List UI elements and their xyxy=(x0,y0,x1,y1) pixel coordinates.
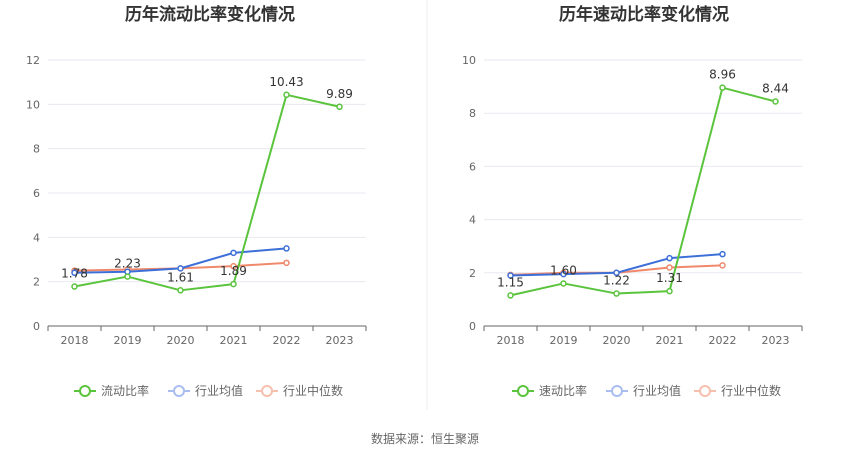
x-tick-label: 2023 xyxy=(326,334,354,347)
legend-label: 速动比率 xyxy=(539,383,587,398)
x-tick-label: 2021 xyxy=(656,334,684,347)
series-point[interactable] xyxy=(283,245,290,252)
chart-title: 历年流动比率变化情况 xyxy=(125,4,295,25)
series-point[interactable] xyxy=(719,84,726,91)
chart-panel-1: 历年流动比率变化情况 0 2 4 6 8 10 12 2018 2019 2020 2021 2022 2… xyxy=(26,4,367,398)
source-label: 数据来源：恒生聚源 xyxy=(371,431,479,446)
series-point[interactable] xyxy=(666,264,673,271)
x-tick-label: 2019 xyxy=(550,334,578,347)
data-label: 8.44 xyxy=(762,81,789,95)
y-tick-label: 8 xyxy=(33,143,40,156)
x-tick-label: 2020 xyxy=(167,334,195,347)
y-tick-label: 0 xyxy=(33,320,40,333)
series-point[interactable] xyxy=(283,91,290,99)
series-point[interactable] xyxy=(124,273,131,280)
y-tick-label: 2 xyxy=(469,267,476,280)
legend-swatch-marker xyxy=(79,385,91,397)
data-label: 1.60 xyxy=(550,263,577,277)
series-point[interactable] xyxy=(719,262,726,269)
series-point[interactable] xyxy=(283,259,290,267)
x-tick-label: 2022 xyxy=(273,334,301,347)
legend-item-1[interactable]: 速动比率 xyxy=(512,383,587,398)
data-label: 1.89 xyxy=(220,264,247,278)
legend-item-3[interactable]: 行业中位数 xyxy=(694,383,781,398)
data-label: 8.96 xyxy=(709,68,736,82)
series-point[interactable] xyxy=(666,254,673,262)
series-point[interactable] xyxy=(230,262,237,270)
x-tick-label: 2022 xyxy=(709,334,737,347)
series-point[interactable] xyxy=(772,98,779,105)
legend-item-2[interactable]: 行业均值 xyxy=(606,383,681,398)
y-tick-label: 0 xyxy=(469,320,476,333)
series-point[interactable] xyxy=(507,292,514,299)
data-label: 10.43 xyxy=(269,75,303,89)
x-tick-label: 2019 xyxy=(114,334,142,347)
data-label: 2.23 xyxy=(114,257,141,271)
series-line-1 xyxy=(510,86,776,297)
y-tick-label: 10 xyxy=(26,98,40,111)
legend-item-2[interactable]: 行业均值 xyxy=(168,383,243,398)
x-tick-label: 2018 xyxy=(497,334,525,347)
series-point[interactable] xyxy=(507,272,514,279)
series-point[interactable] xyxy=(613,290,620,297)
series-point[interactable] xyxy=(560,270,567,278)
series-point[interactable] xyxy=(177,287,184,294)
data-label: 1.22 xyxy=(603,274,630,288)
x-tick-label: 2021 xyxy=(220,334,248,347)
y-tick-label: 10 xyxy=(462,54,476,67)
series-point[interactable] xyxy=(560,280,567,287)
legend-swatch-marker xyxy=(173,385,185,397)
chart-panel-2: 历年速动比率变化情况 0 2 4 6 8 10 2018 2019 2020 2021 2022 202… xyxy=(462,4,803,398)
y-tick-label: 4 xyxy=(33,231,40,244)
y-tick-label: 6 xyxy=(33,187,40,200)
x-tick-label: 2023 xyxy=(762,334,790,347)
series-point[interactable] xyxy=(666,287,673,295)
legend-swatch-marker xyxy=(261,385,273,397)
series-point[interactable] xyxy=(336,103,343,111)
legend-label: 行业中位数 xyxy=(283,383,343,398)
y-tick-label: 8 xyxy=(469,107,476,120)
x-tick-label: 2018 xyxy=(61,334,89,347)
chart-title: 历年速动比率变化情况 xyxy=(559,4,729,25)
legend-swatch-marker xyxy=(517,385,529,397)
series-point[interactable] xyxy=(71,269,78,277)
data-label: 1.15 xyxy=(497,275,524,289)
legend-swatch-marker xyxy=(611,385,623,397)
legend-item-3[interactable]: 行业中位数 xyxy=(256,383,343,398)
data-label: 1.61 xyxy=(167,270,194,284)
series-point[interactable] xyxy=(177,265,184,272)
y-tick-label: 6 xyxy=(469,160,476,173)
y-tick-label: 4 xyxy=(469,214,476,227)
data-label: 1.78 xyxy=(61,267,88,281)
legend-label: 行业中位数 xyxy=(721,383,781,398)
legend-label: 行业均值 xyxy=(633,383,681,398)
y-tick-label: 12 xyxy=(26,54,40,67)
series-point[interactable] xyxy=(719,250,726,258)
series-point[interactable] xyxy=(71,283,78,290)
y-tick-label: 2 xyxy=(33,276,40,289)
series-point[interactable] xyxy=(230,249,237,257)
series-point[interactable] xyxy=(230,280,237,288)
legend-label: 流动比率 xyxy=(101,383,149,398)
series-point[interactable] xyxy=(613,269,620,277)
legend-item-1[interactable]: 流动比率 xyxy=(74,383,149,398)
legend-label: 行业均值 xyxy=(195,383,243,398)
legend-swatch-marker xyxy=(699,385,711,397)
data-label: 1.31 xyxy=(656,271,683,285)
series-line-1 xyxy=(74,93,340,292)
x-tick-label: 2020 xyxy=(603,334,631,347)
data-label: 9.89 xyxy=(326,87,353,101)
